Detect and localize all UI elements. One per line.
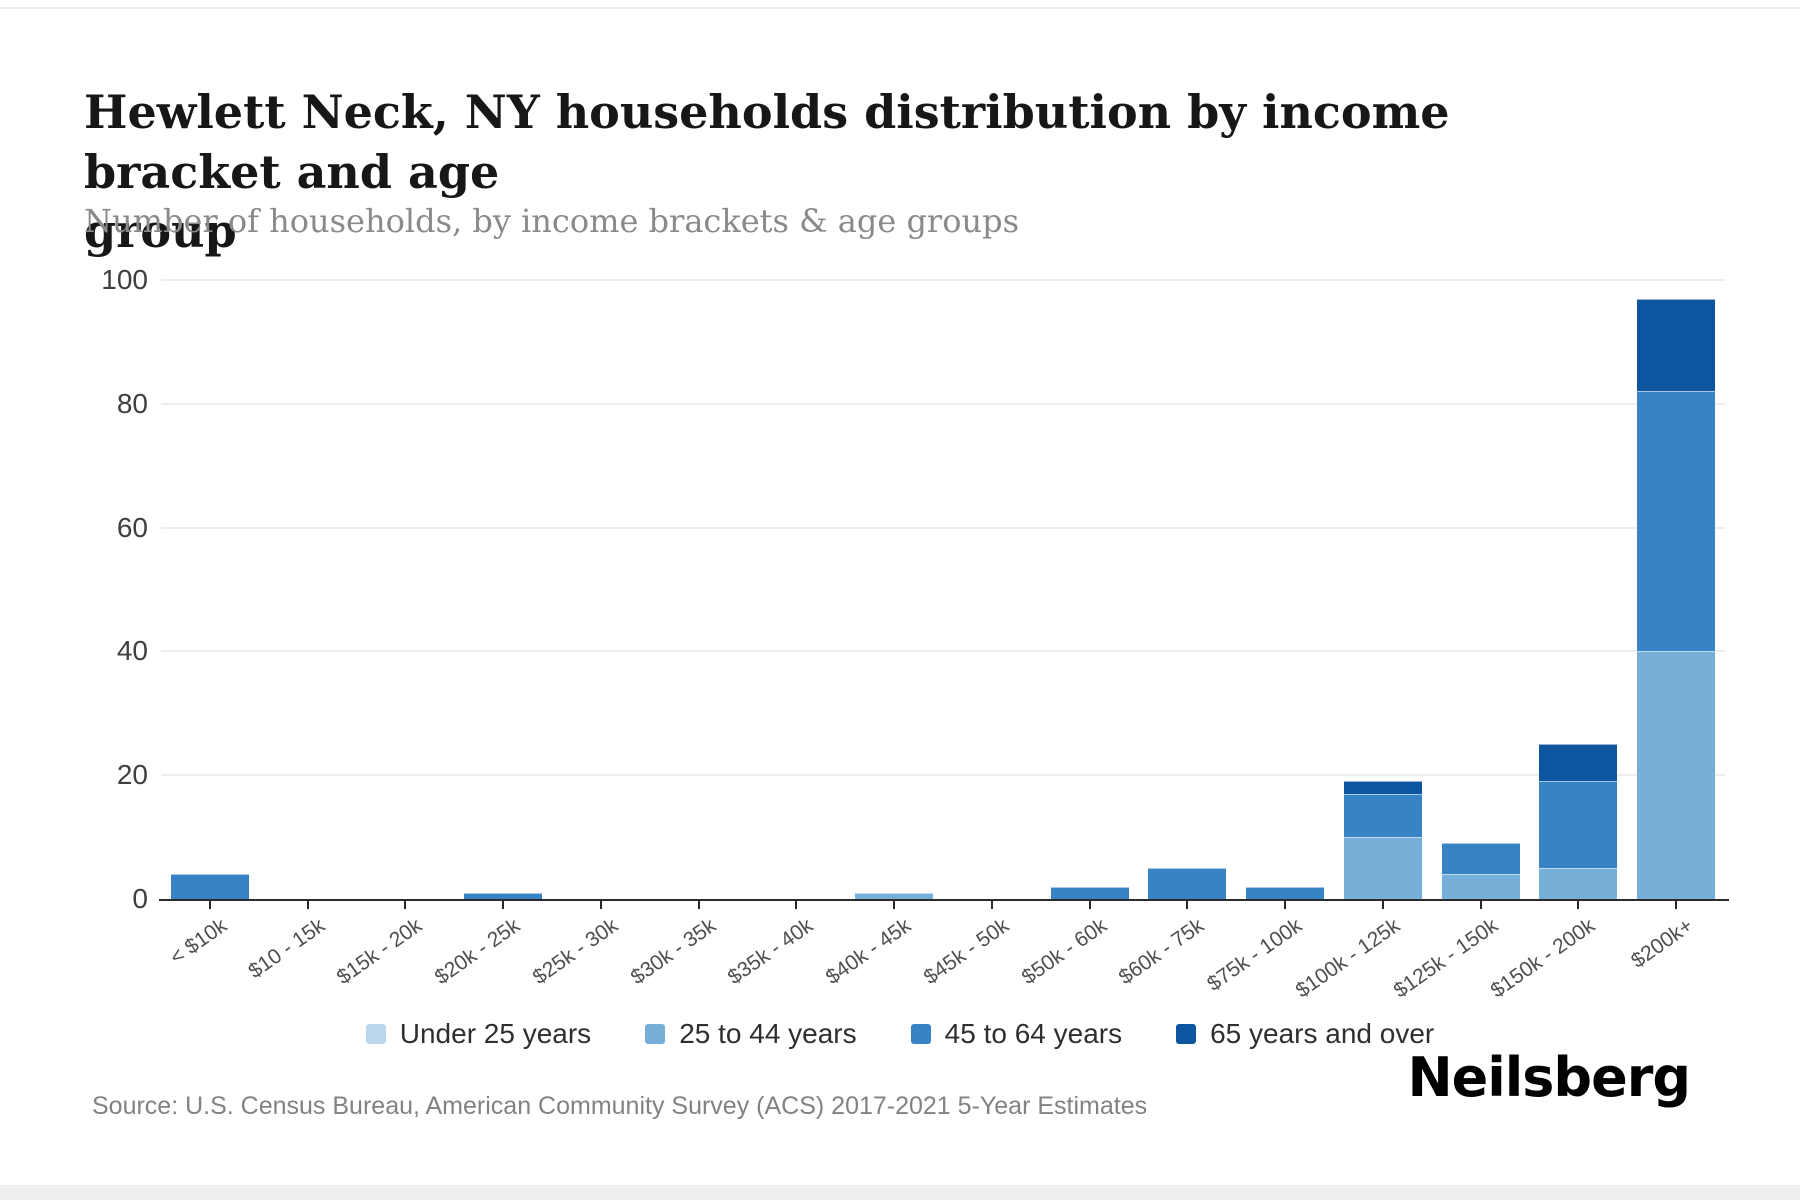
bar-segment-45-to-64-years[interactable]	[1539, 781, 1618, 869]
y-tick-label-0: 0	[132, 883, 148, 914]
legend-item-25-to-44-years[interactable]: 25 to 44 years	[645, 1018, 857, 1050]
bar-segment-45-to-64-years[interactable]	[1343, 793, 1422, 838]
bar-segment-45-to-64-years[interactable]	[170, 874, 249, 899]
x-tick	[1088, 901, 1091, 909]
gridline-40	[161, 650, 1725, 653]
bar-segment-45-to-64-years[interactable]	[1246, 886, 1325, 899]
bar-segment-65-years-and-over[interactable]	[1539, 744, 1618, 782]
bar-segment-45-to-64-years[interactable]	[464, 892, 543, 899]
x-tick	[1577, 901, 1580, 909]
bar-segment-25-to-44-years[interactable]	[855, 892, 934, 899]
x-axis-line	[159, 899, 1729, 901]
legend: Under 25 years 25 to 44 years 45 to 64 yea…	[0, 1018, 1800, 1050]
source-text: Source: U.S. Census Bureau, American Com…	[92, 1092, 1148, 1120]
legend-label: 45 to 64 years	[944, 1018, 1123, 1049]
x-tick	[990, 901, 993, 909]
bar-segment-45-to-64-years[interactable]	[1148, 868, 1227, 899]
x-tick	[1284, 901, 1287, 909]
x-tick	[1675, 901, 1678, 909]
y-tick-label-20: 20	[116, 759, 148, 791]
y-tick-label-40: 40	[116, 635, 148, 667]
gridline-60	[161, 526, 1725, 529]
legend-swatch	[910, 1024, 931, 1044]
gridline-20	[161, 774, 1725, 777]
x-tick	[1479, 901, 1482, 909]
chart-subtitle: Number of households, by income brackets…	[84, 202, 1019, 240]
bar-segment-25-to-44-years[interactable]	[1539, 868, 1618, 899]
gridline-100	[161, 279, 1725, 281]
x-tick	[404, 901, 407, 909]
legend-swatch	[645, 1024, 666, 1044]
bar-segment-25-to-44-years[interactable]	[1343, 837, 1422, 899]
x-tick	[502, 901, 505, 909]
brand-logo: Neilsberg	[1407, 1046, 1691, 1109]
gridline-80	[161, 402, 1725, 405]
bar-segment-45-to-64-years[interactable]	[1050, 886, 1129, 899]
chart-title: Hewlett Neck, NY households distribution…	[84, 84, 1450, 259]
x-tick	[599, 901, 602, 909]
x-tick	[795, 901, 798, 909]
x-tick	[1186, 901, 1189, 909]
legend-item-65-years-and-over[interactable]: 65 years and over	[1176, 1018, 1434, 1050]
y-tick-label-80: 80	[116, 387, 148, 419]
legend-label: 25 to 44 years	[679, 1018, 857, 1049]
bar-segment-45-to-64-years[interactable]	[1637, 391, 1716, 652]
legend-item-under-25-years[interactable]: Under 25 years	[365, 1018, 592, 1050]
y-tick-label-100: 100	[101, 264, 148, 295]
x-tick	[306, 901, 309, 909]
bar-segment-45-to-64-years[interactable]	[1441, 843, 1520, 875]
bar-segment-25-to-44-years[interactable]	[1441, 874, 1520, 899]
x-tick	[208, 901, 211, 909]
y-tick-label-60: 60	[116, 511, 148, 543]
x-tick	[1381, 901, 1384, 909]
bar-segment-65-years-and-over[interactable]	[1637, 298, 1716, 392]
legend-swatch	[365, 1024, 386, 1044]
bar-segment-25-to-44-years[interactable]	[1637, 651, 1716, 899]
bottom-bar	[0, 1185, 1800, 1200]
legend-label: 65 years and over	[1210, 1018, 1435, 1049]
legend-label: Under 25 years	[399, 1018, 592, 1049]
legend-item-45-to-64-years[interactable]: 45 to 64 years	[910, 1018, 1123, 1050]
top-rule	[0, 7, 1800, 9]
x-tick	[697, 901, 700, 909]
x-tick	[893, 901, 896, 909]
legend-swatch	[1176, 1024, 1197, 1044]
bar-segment-65-years-and-over[interactable]	[1343, 781, 1422, 794]
